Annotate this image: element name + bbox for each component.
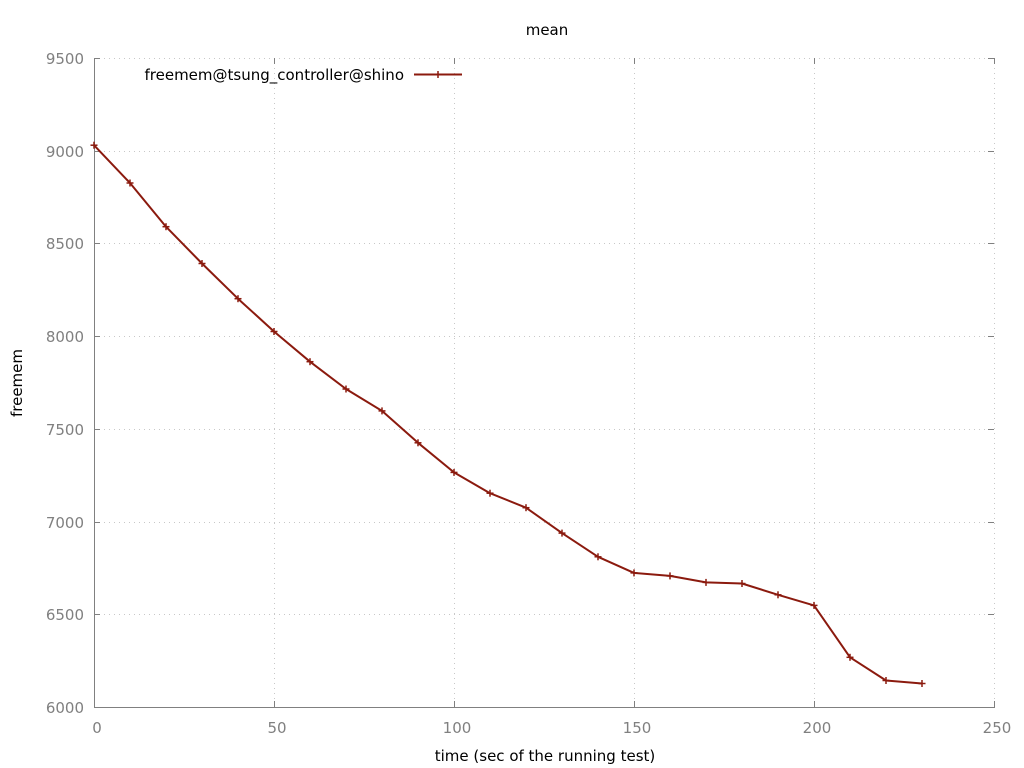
- data-point: [486, 489, 494, 497]
- x-tick-label: 100: [443, 719, 472, 737]
- series-layer: [90, 141, 926, 687]
- data-point: [666, 572, 674, 580]
- x-axis-title: time (sec of the running test): [435, 747, 656, 765]
- x-tick-label: 150: [623, 719, 652, 737]
- legend: freemem@tsung_controller@shino: [145, 66, 462, 85]
- x-tick-label: 200: [803, 719, 832, 737]
- data-point: [594, 553, 602, 561]
- y-tick-label: 9000: [46, 143, 84, 161]
- data-point: [810, 601, 818, 609]
- ticks: 0 50 100 150 200 250 6000 6500 7000 7500 8000 8500 9…: [46, 50, 1012, 737]
- data-point: [918, 680, 926, 687]
- plot-frame: [94, 58, 995, 708]
- y-tick-label: 9500: [46, 50, 84, 68]
- data-point: [162, 223, 170, 231]
- data-point: [306, 358, 314, 366]
- data-point: [126, 179, 134, 187]
- data-point: [414, 439, 422, 447]
- x-tick-label: 0: [92, 719, 102, 737]
- data-point: [198, 260, 206, 267]
- y-tick-label: 6000: [46, 699, 84, 717]
- legend-marker: [434, 71, 442, 78]
- chart-title: mean: [526, 21, 569, 39]
- grid: [94, 58, 995, 707]
- data-point: [882, 677, 890, 684]
- data-point: [522, 504, 530, 512]
- data-point: [234, 295, 242, 303]
- data-point: [558, 529, 566, 537]
- y-tick-label: 8000: [46, 328, 84, 346]
- data-point: [342, 385, 350, 393]
- x-tick-label: 250: [983, 719, 1012, 737]
- data-point: [738, 580, 746, 587]
- data-point: [774, 591, 782, 599]
- data-point: [450, 468, 458, 476]
- y-tick-label: 6500: [46, 606, 84, 624]
- y-axis-title: freemem: [8, 349, 26, 417]
- data-point: [270, 328, 278, 335]
- x-tick-label: 50: [267, 719, 286, 737]
- y-tick-label: 7000: [46, 514, 84, 532]
- data-point: [702, 578, 710, 586]
- series-line: [93, 144, 923, 685]
- data-point: [846, 653, 854, 661]
- data-point: [630, 569, 638, 577]
- legend-label: freemem@tsung_controller@shino: [145, 66, 405, 85]
- y-tick-label: 7500: [46, 421, 84, 439]
- y-tick-label: 8500: [46, 235, 84, 253]
- data-point: [90, 141, 98, 149]
- data-point: [378, 407, 386, 415]
